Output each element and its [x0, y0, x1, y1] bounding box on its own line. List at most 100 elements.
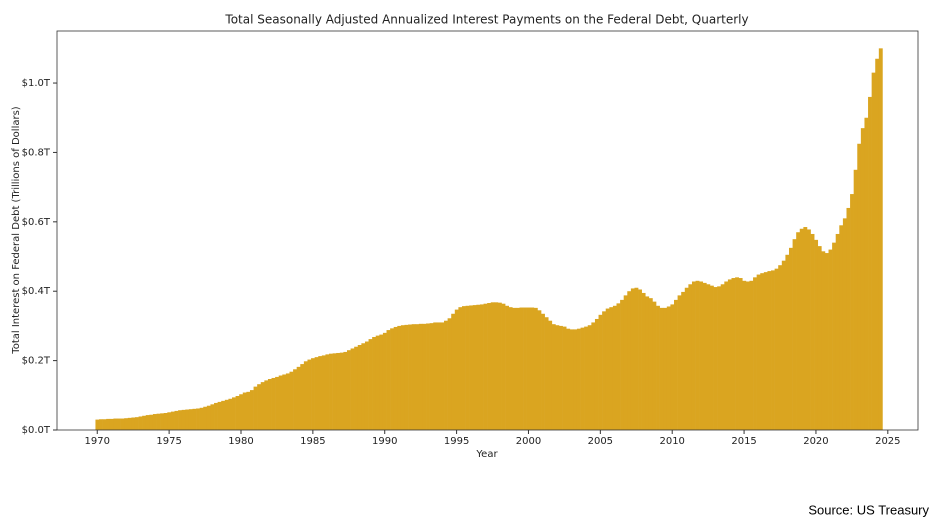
bar [530, 307, 535, 430]
bar [620, 299, 624, 430]
bar [612, 305, 617, 430]
bar [796, 232, 801, 430]
bar [440, 322, 445, 430]
bar [803, 227, 808, 430]
bar [666, 306, 671, 430]
bar [361, 343, 366, 430]
bar [418, 323, 423, 430]
bar [483, 303, 488, 430]
bar [871, 72, 876, 431]
bar [594, 318, 599, 430]
bar [551, 324, 556, 430]
bar [415, 324, 420, 430]
bar [379, 334, 384, 430]
bar [526, 307, 531, 430]
bar [390, 328, 395, 430]
bar [382, 332, 387, 430]
bar [102, 419, 107, 430]
bar [275, 376, 280, 430]
bar [318, 356, 323, 430]
bar [760, 273, 765, 430]
bar [584, 326, 589, 430]
bar [472, 305, 477, 430]
bar [864, 117, 869, 430]
bar [598, 314, 603, 430]
bar [860, 128, 865, 430]
bar [659, 307, 664, 430]
bar [167, 412, 172, 430]
bar [699, 281, 704, 430]
bar [329, 353, 333, 430]
bar [515, 307, 520, 430]
bar [357, 344, 362, 430]
bar [117, 418, 121, 430]
bar [494, 302, 499, 430]
bar [199, 407, 204, 430]
bar [444, 320, 448, 430]
bar [314, 357, 319, 430]
bar [835, 233, 840, 430]
bar [742, 280, 747, 430]
bar [174, 410, 179, 430]
bar [814, 239, 819, 430]
bar [821, 251, 826, 430]
bar [720, 284, 725, 430]
bar [408, 324, 412, 430]
bar [508, 307, 513, 430]
bar [210, 404, 215, 430]
bar [663, 307, 668, 430]
bar [476, 304, 481, 430]
y-tick-label: $0.6T [22, 217, 51, 228]
bar [487, 303, 492, 430]
bar [555, 325, 560, 430]
bar [433, 322, 438, 430]
bar [785, 254, 790, 430]
bar [289, 371, 294, 430]
bar [142, 415, 147, 430]
bar [131, 417, 136, 430]
bar [652, 301, 657, 430]
bar [260, 382, 265, 430]
bar [339, 352, 344, 430]
bar [641, 292, 646, 430]
bar [609, 307, 614, 430]
bar [249, 390, 254, 430]
bar [587, 325, 592, 430]
x-tick-label: 1995 [444, 436, 469, 447]
bar [591, 322, 596, 430]
bar [623, 295, 628, 430]
bar [278, 375, 283, 430]
bar [702, 282, 707, 430]
bar [293, 369, 297, 430]
bar [756, 274, 761, 430]
bar [181, 409, 186, 430]
bar [426, 323, 430, 430]
bar [372, 337, 377, 430]
bar [178, 410, 182, 430]
bar [346, 350, 351, 430]
bar [400, 325, 405, 430]
bar [749, 280, 754, 430]
bar [706, 284, 711, 430]
plot-frame [56, 30, 919, 431]
bar [576, 328, 581, 430]
bar [214, 402, 218, 430]
bar [753, 277, 757, 430]
bar [638, 289, 642, 430]
bar [627, 291, 632, 430]
bar [688, 284, 693, 430]
bar [368, 339, 373, 430]
bar [479, 304, 484, 430]
bar [253, 386, 258, 430]
bar [824, 253, 829, 430]
bar [806, 229, 811, 430]
bar [580, 327, 585, 430]
bar [512, 307, 517, 430]
bar [134, 417, 139, 430]
bar [799, 228, 804, 430]
bar [523, 307, 527, 430]
bar [152, 414, 157, 430]
bar [681, 291, 686, 430]
bar [562, 326, 567, 430]
bar [124, 418, 129, 430]
